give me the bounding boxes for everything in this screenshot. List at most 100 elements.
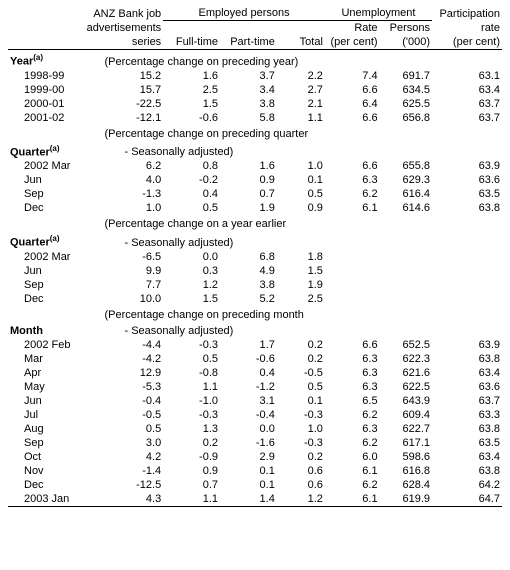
cell [380, 278, 432, 292]
cell: 63.8 [432, 201, 502, 215]
hdr-emp-total: Total [277, 35, 325, 50]
cell: 621.6 [380, 366, 432, 380]
cell: 2.2 [277, 69, 325, 83]
row-label: Dec [8, 292, 85, 306]
cell: 6.2 [325, 478, 380, 492]
cell: 6.5 [325, 394, 380, 408]
section-note: - Seasonally adjusted) [85, 322, 503, 338]
cell: -1.0 [163, 394, 220, 408]
cell: -0.6 [163, 111, 220, 125]
cell: 655.8 [380, 159, 432, 173]
cell: 616.4 [380, 187, 432, 201]
cell: 6.2 [325, 436, 380, 450]
cell: 622.7 [380, 422, 432, 436]
table-row: Dec1.00.51.90.96.1614.663.8 [8, 201, 502, 215]
cell: 63.6 [432, 173, 502, 187]
cell: 6.3 [325, 422, 380, 436]
cell: 1.4 [220, 492, 277, 506]
section-title: Quarter(a) [8, 231, 85, 250]
cell: 622.5 [380, 380, 432, 394]
cell [325, 264, 380, 278]
cell: 63.8 [432, 464, 502, 478]
cell: 0.5 [163, 201, 220, 215]
cell: 63.5 [432, 436, 502, 450]
cell: 0.4 [163, 187, 220, 201]
cell: 1.5 [163, 292, 220, 306]
cell: 3.8 [220, 97, 277, 111]
cell: -0.3 [163, 338, 220, 352]
cell: 0.0 [163, 250, 220, 264]
row-label: 2002 Mar [8, 250, 85, 264]
cell: 598.6 [380, 450, 432, 464]
hdr-anz-l2: advertisements [85, 21, 164, 36]
table-row: 2002 Mar-6.50.06.81.8 [8, 250, 502, 264]
section-title: Month [8, 322, 85, 338]
cell: 6.4 [325, 97, 380, 111]
cell: 63.4 [432, 450, 502, 464]
cell: 652.5 [380, 338, 432, 352]
section-title: Year(a) [8, 50, 85, 69]
row-label: 2000-01 [8, 97, 85, 111]
section-title-sup: (a) [33, 53, 43, 62]
bottom-border-row [8, 506, 502, 507]
cell: 0.5 [163, 352, 220, 366]
cell: 4.2 [85, 450, 164, 464]
table-row: 2002 Mar6.20.81.61.06.6655.863.9 [8, 159, 502, 173]
cell [325, 278, 380, 292]
cell: 6.2 [325, 408, 380, 422]
cell: -4.4 [85, 338, 164, 352]
cell: 63.9 [432, 338, 502, 352]
table-row: 2000-01-22.51.53.82.16.4625.563.7 [8, 97, 502, 111]
header-row-3: series Full-time Part-time Total (per ce… [8, 35, 502, 50]
cell [432, 278, 502, 292]
row-label: Dec [8, 478, 85, 492]
cell: 1.1 [163, 380, 220, 394]
table-row: Jun-0.4-1.03.10.16.5643.963.7 [8, 394, 502, 408]
cell: -0.4 [85, 394, 164, 408]
table-row: Sep-1.30.40.70.56.2616.463.5 [8, 187, 502, 201]
cell: 2.1 [277, 97, 325, 111]
cell: 4.9 [220, 264, 277, 278]
cell: 1.5 [163, 97, 220, 111]
cell: 622.3 [380, 352, 432, 366]
row-label: Jun [8, 264, 85, 278]
cell [432, 250, 502, 264]
table-row: 1998-9915.21.63.72.27.4691.763.1 [8, 69, 502, 83]
cell: -0.9 [163, 450, 220, 464]
cell: 1.6 [220, 159, 277, 173]
section-note-row: (Percentage change on a year earlier [8, 215, 502, 231]
cell: 656.8 [380, 111, 432, 125]
cell [380, 264, 432, 278]
cell: 6.2 [325, 187, 380, 201]
cell: 6.6 [325, 111, 380, 125]
cell [325, 292, 380, 306]
cell: 6.3 [325, 380, 380, 394]
hdr-rate-l1: Rate [325, 21, 380, 36]
cell: 0.1 [277, 394, 325, 408]
row-label: 1998-99 [8, 69, 85, 83]
cell: 0.5 [277, 380, 325, 394]
row-label: Jul [8, 408, 85, 422]
cell: 63.5 [432, 187, 502, 201]
section-title-row: Quarter(a)- Seasonally adjusted) [8, 141, 502, 160]
cell: 6.0 [325, 450, 380, 464]
cell: 3.0 [85, 436, 164, 450]
section-title: Quarter(a) [8, 141, 85, 160]
cell: 1.9 [220, 201, 277, 215]
row-label: Sep [8, 278, 85, 292]
cell: 4.0 [85, 173, 164, 187]
row-label: 2002 Mar [8, 159, 85, 173]
table-row: 2001-02-12.1-0.65.81.16.6656.863.7 [8, 111, 502, 125]
cell: 0.2 [277, 338, 325, 352]
cell: 634.5 [380, 83, 432, 97]
cell: 1.2 [163, 278, 220, 292]
cell: 7.7 [85, 278, 164, 292]
cell: -0.6 [220, 352, 277, 366]
cell: 691.7 [380, 69, 432, 83]
cell: 0.7 [163, 478, 220, 492]
cell: 63.7 [432, 394, 502, 408]
table-row: Mar-4.20.5-0.60.26.3622.363.8 [8, 352, 502, 366]
hdr-emp-full: Full-time [163, 35, 220, 50]
cell: 6.6 [325, 159, 380, 173]
cell: -22.5 [85, 97, 164, 111]
